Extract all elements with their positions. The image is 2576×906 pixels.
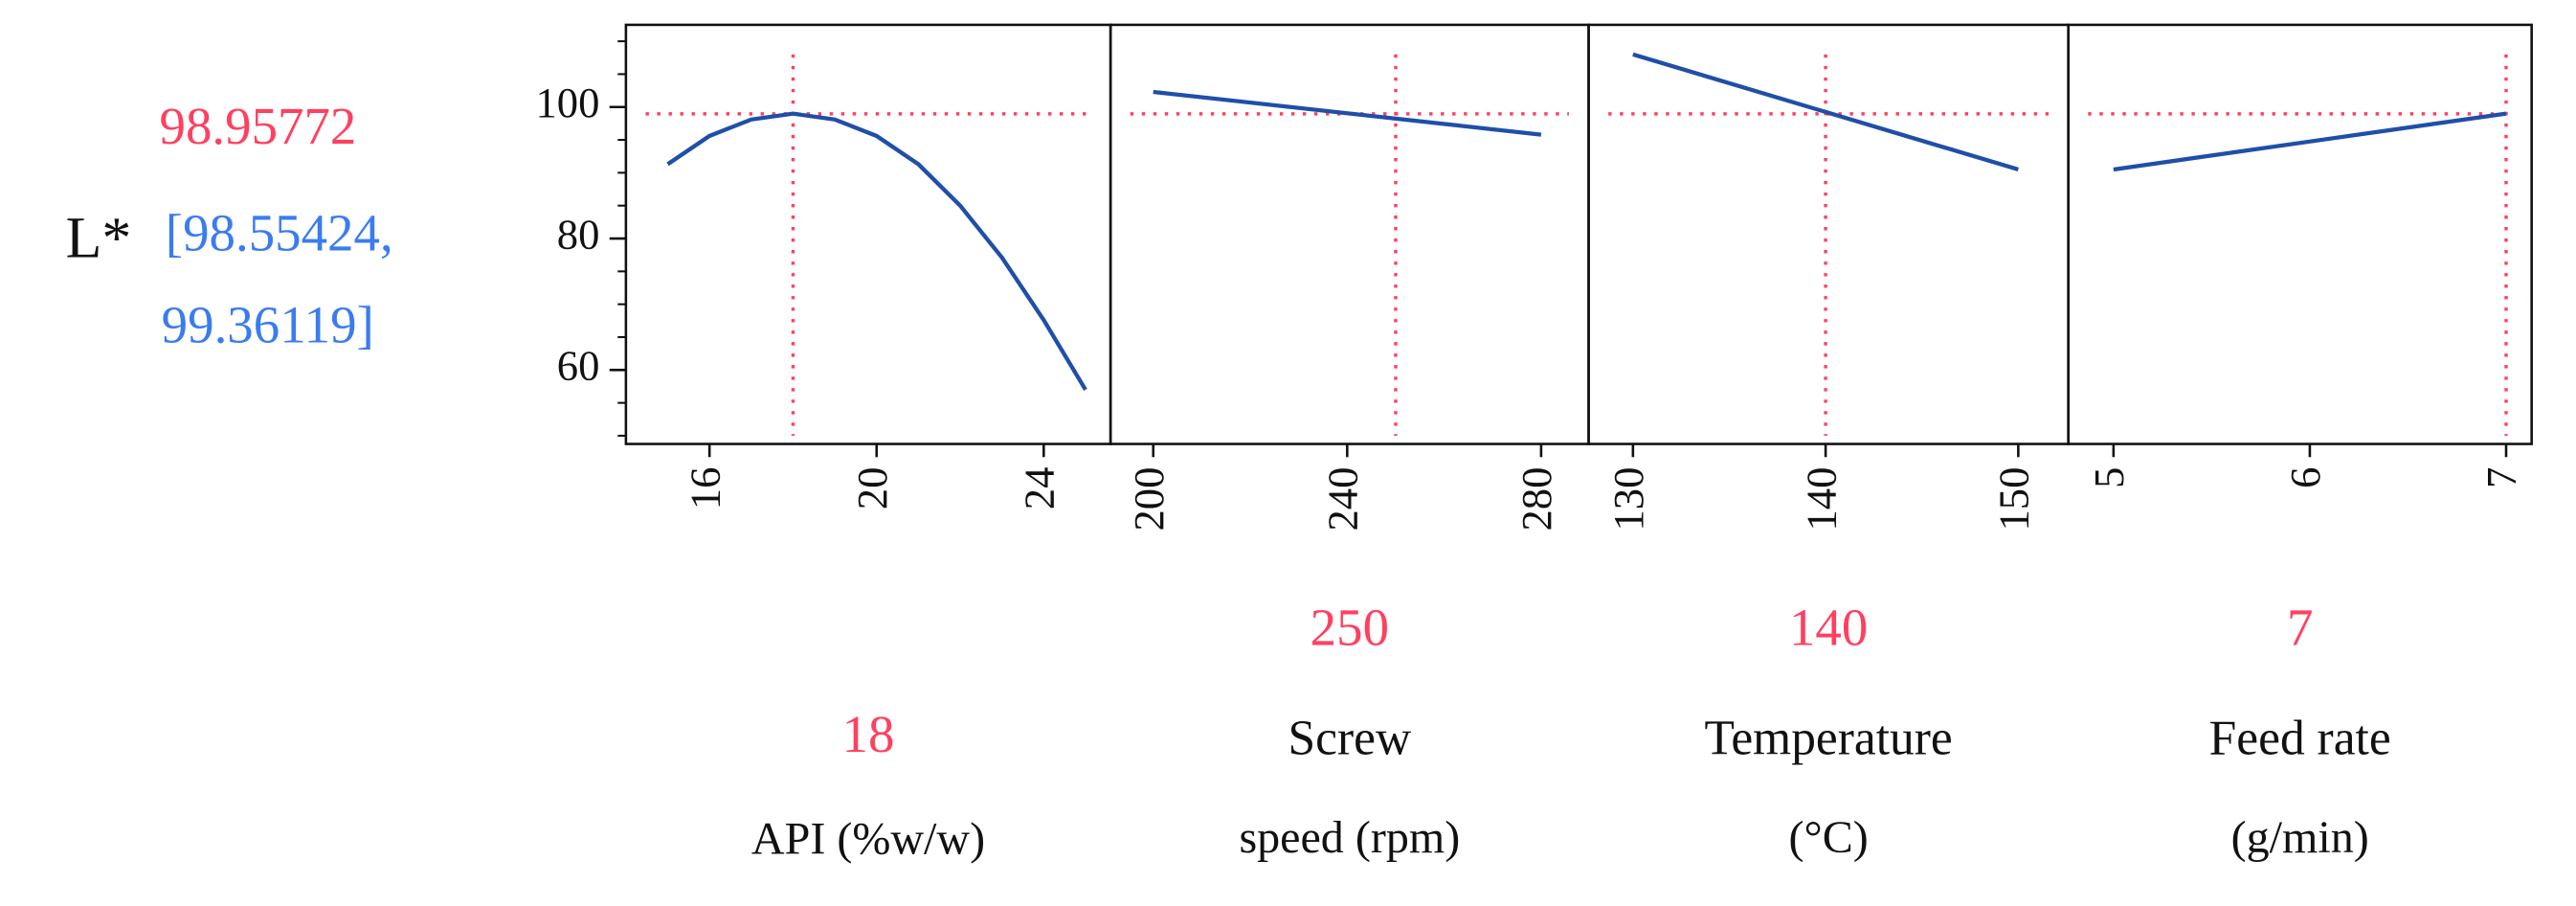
x-tick-label: 150 bbox=[1990, 467, 2038, 532]
x-tick-label: 140 bbox=[1797, 467, 1845, 532]
interval-high: 99.36119] bbox=[162, 296, 374, 354]
y-tick-label: 80 bbox=[557, 210, 600, 258]
profile-line bbox=[666, 111, 1087, 392]
prediction: 98.95772 bbox=[159, 97, 356, 155]
x-axis-label: Screw bbox=[1288, 712, 1412, 766]
x-axis-label: speed (rpm) bbox=[1239, 812, 1460, 863]
x-axis-label: API (%w/w) bbox=[751, 814, 985, 865]
profile-line bbox=[1632, 52, 2019, 172]
y-tick-label: 100 bbox=[535, 79, 599, 126]
x-axis-label: Temperature bbox=[1704, 712, 1952, 766]
x-tick-label: 240 bbox=[1319, 467, 1367, 532]
current-x-value: 7 bbox=[2287, 599, 2313, 657]
y-tick-label: 60 bbox=[557, 342, 600, 390]
x-tick-label: 24 bbox=[1016, 467, 1064, 510]
x-tick-label: 280 bbox=[1512, 467, 1560, 532]
current-x-value: 18 bbox=[842, 705, 895, 763]
x-tick-label: 6 bbox=[2281, 467, 2329, 488]
profile-line bbox=[2113, 111, 2507, 172]
profile-line bbox=[1153, 89, 1542, 137]
x-axis-label: (°C) bbox=[1788, 812, 1868, 863]
current-x-value: 140 bbox=[1789, 599, 1868, 657]
current-x-value: 250 bbox=[1310, 599, 1389, 657]
x-tick-label: 20 bbox=[848, 467, 896, 510]
x-axis-label: Feed rate bbox=[2209, 712, 2391, 766]
x-tick-label: 130 bbox=[1604, 467, 1652, 532]
x-axis-label: (g/min) bbox=[2231, 812, 2369, 863]
panel-frame bbox=[2067, 23, 2533, 445]
x-tick-label: 16 bbox=[681, 467, 728, 510]
interval-low: [98.55424, bbox=[166, 204, 393, 262]
x-tick-label: 7 bbox=[2477, 467, 2525, 488]
x-tick-label: 5 bbox=[2085, 467, 2133, 488]
response-label: L* bbox=[66, 205, 132, 270]
x-tick-label: 200 bbox=[1125, 467, 1173, 532]
